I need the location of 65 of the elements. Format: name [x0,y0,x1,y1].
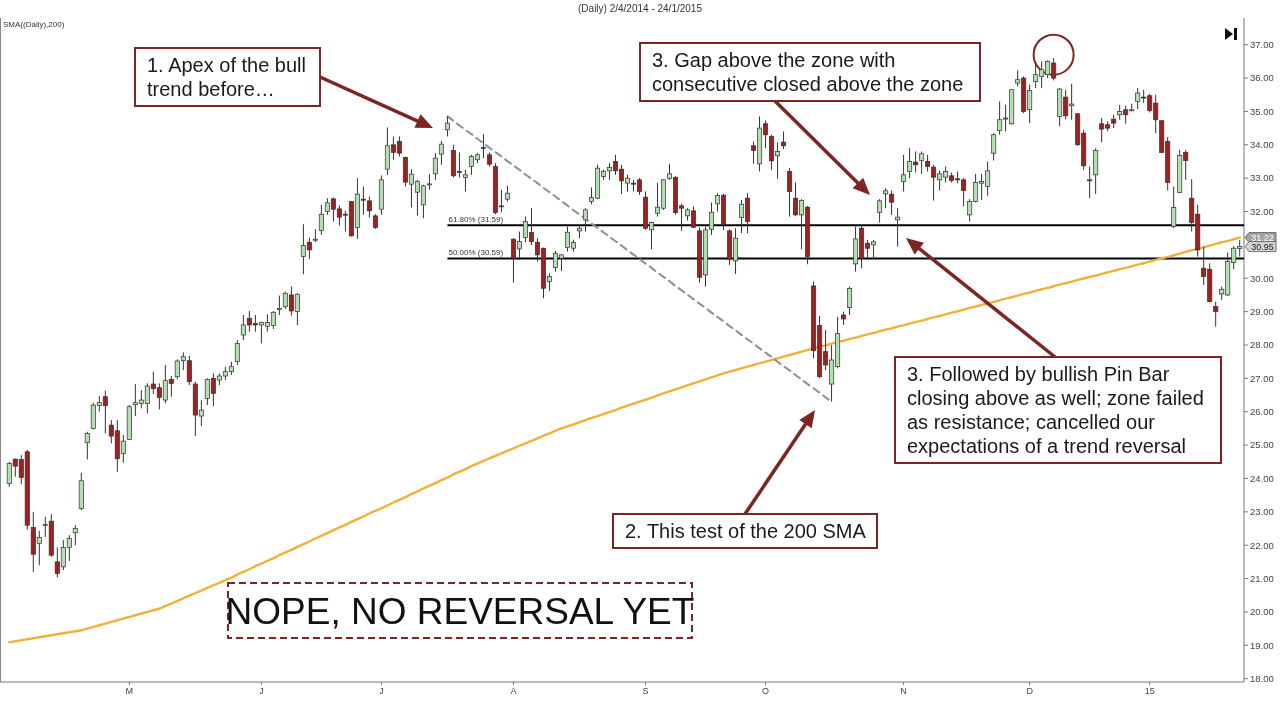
candlestick [919,150,925,175]
candlestick [889,190,895,216]
candlestick [1171,186,1177,229]
candlestick [444,115,450,137]
annotation: 1. Apex of the bull trend before… [147,54,307,100]
candlestick [438,140,444,166]
annotation: 2. This test of the 200 SMA [625,520,867,542]
chart-title: (Daily) 2/4/2014 - 24/1/2015 [578,3,703,14]
annotation: 3. Gap above the zone with consecutive closed above the zone [652,49,964,95]
candlestick [234,339,240,366]
candlestick [72,524,78,546]
x-tick-label: A [510,686,517,696]
candlestick [895,207,901,248]
x-tick-label: J [259,686,264,696]
candlestick [847,286,853,316]
candlestick [84,431,90,460]
line-series [8,236,1241,644]
y-tick-label: 34.00 [1250,139,1274,151]
y-tick-label: 22.00 [1250,539,1274,551]
y-tick-label: 28.00 [1250,339,1274,351]
y-tick-label: 26.00 [1250,406,1274,418]
y-tick-label: 32.00 [1250,205,1274,217]
candlestick [318,204,324,236]
x-tick-label: D [1026,686,1034,696]
candlestick [276,295,282,316]
annotation: SMA((Daily),200) [3,20,65,29]
x-tick-label: N [900,686,907,696]
y-tick-label: 30.00 [1250,272,1274,284]
annotation: 3. Followed by bullish Pin Bar closing above as well; zone failed as resistance; cancelled our expectations of a trend reversal [907,363,1204,457]
y-tick-label: 23.00 [1250,506,1274,518]
ref-line-label: 50.00% (30.59) [448,248,504,258]
candlestick [1087,165,1093,199]
annotation: 30.95 [1251,241,1274,252]
y-tick-label: 20.00 [1250,606,1274,618]
candlestick [883,187,889,209]
y-tick-label: 35.00 [1250,105,1274,117]
x-tick-label: M [125,686,134,696]
y-tick-label: 18.00 [1250,672,1274,684]
y-tick-label: 27.00 [1250,372,1274,384]
candlestick [480,133,486,159]
price-tag: 30.95 [1244,241,1277,252]
y-tick-label: 37.00 [1250,39,1274,51]
y-tick-label: 33.00 [1250,172,1274,184]
y-tick-label: 29.00 [1250,305,1274,317]
ref-line-label: 61.80% (31.59) [448,214,504,224]
candlestick [787,167,793,218]
candlestick [901,154,907,193]
line-series [446,115,833,403]
x-tick-label: S [642,686,649,696]
y-tick-label: 36.00 [1250,72,1274,84]
data-label: 31.22 [1251,232,1274,243]
annotation: NOPE, NO REVERSAL YET [225,590,695,632]
x-tick-label: J [379,686,384,696]
candlestick [877,198,883,224]
y-tick-label: 24.00 [1250,472,1274,484]
candlestick [582,207,588,233]
x-tick-label: O [762,686,770,696]
y-tick-label: 21.00 [1250,572,1274,584]
candlestick [432,152,438,181]
candlestick [991,132,997,161]
y-tick-label: 19.00 [1250,639,1274,651]
candlestick [462,169,468,193]
y-tick-label: 25.00 [1250,439,1274,451]
candlestick [1213,301,1219,328]
x-tick-label: 15 [1144,686,1155,696]
